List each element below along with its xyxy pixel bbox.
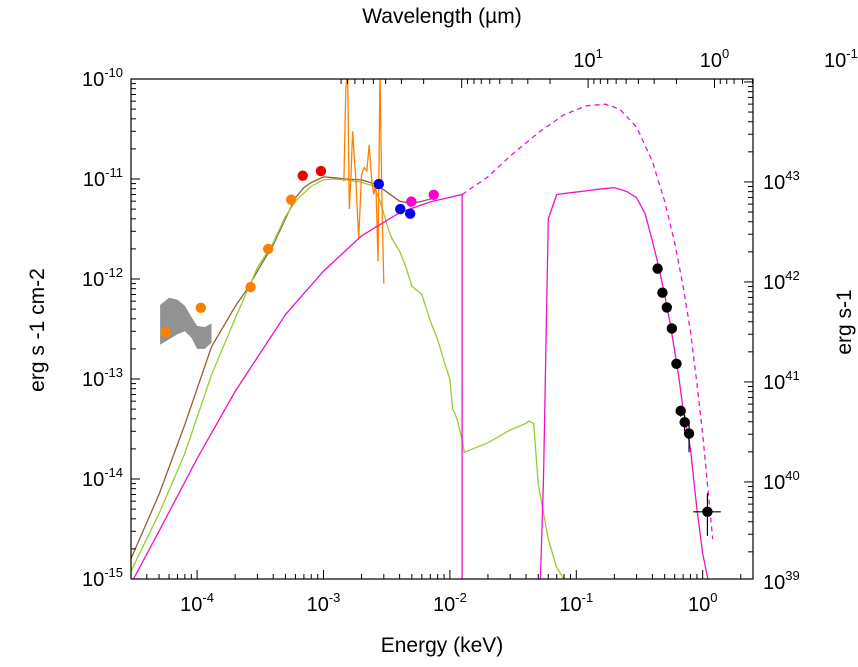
x-tick-label: 10-3 — [307, 590, 341, 616]
y2-tick-label-exponent: 39 — [785, 568, 799, 583]
data-point — [406, 196, 417, 207]
y2-tick-label: 1042 — [763, 268, 800, 294]
x-tick-label-exponent: 0 — [710, 590, 717, 605]
x2-tick-label: 101 — [573, 46, 602, 72]
y2-tick-label-base: 10 — [763, 372, 785, 394]
data-point — [661, 302, 673, 313]
y-tick-label-exponent: -11 — [105, 165, 123, 180]
y2-tick-label: 1043 — [763, 168, 800, 194]
y2-tick-label: 1039 — [763, 568, 800, 594]
y2-tick-label: 1041 — [763, 368, 800, 394]
y-tick-label-base: 10 — [82, 69, 104, 91]
axis-ticks — [130, 78, 754, 580]
y-tick-label-base: 10 — [82, 469, 104, 491]
x-tick-label: 100 — [688, 590, 717, 616]
y2-tick-label-base: 10 — [763, 172, 785, 194]
data-point — [683, 428, 695, 439]
x-tick-label-base: 10 — [688, 594, 710, 616]
data-point — [679, 416, 690, 428]
x2-tick-label-base: 10 — [700, 50, 722, 72]
y-tick-label-base: 10 — [83, 169, 105, 191]
y2-tick-label: 1040 — [763, 468, 800, 494]
y-tick-label: 10-11 — [83, 165, 123, 191]
data-point — [245, 281, 256, 293]
spectrum-line — [131, 176, 438, 559]
data-point — [671, 358, 682, 369]
data-point — [702, 506, 713, 517]
data-point — [195, 302, 207, 314]
x-tick-label-exponent: -2 — [455, 590, 467, 605]
y2-axis-title: erg s-1 — [833, 289, 856, 354]
data-point — [652, 263, 663, 274]
x-tick-label: 10-1 — [559, 590, 593, 616]
x-tick-label-base: 10 — [307, 594, 329, 616]
y2-tick-label-exponent: 43 — [785, 168, 799, 183]
data-point — [395, 203, 406, 215]
model-curve-dashed — [461, 103, 714, 540]
y2-tick-label-base: 10 — [763, 572, 785, 594]
y-tick-label-exponent: -10 — [104, 65, 123, 80]
plot-area — [131, 79, 721, 579]
plot-frame — [130, 78, 754, 580]
y-axis-title: erg s -1 cm-2 — [26, 268, 49, 392]
data-point — [666, 323, 678, 334]
y-tick-label-exponent: -15 — [104, 565, 123, 580]
y2-tick-label-exponent: 42 — [785, 268, 799, 283]
y2-tick-label-exponent: 41 — [785, 368, 799, 383]
x-tick-label-exponent: -3 — [329, 590, 341, 605]
y-tick-label-exponent: -13 — [104, 365, 123, 380]
y-tick-label-base: 10 — [82, 269, 104, 291]
y-tick-label: 10-10 — [82, 65, 123, 91]
x-tick-label: 10-2 — [433, 590, 467, 616]
spectrum-line — [131, 178, 565, 579]
x-tick-label-base: 10 — [433, 594, 455, 616]
tick-labels: 10-410-310-210-110010110010-110-210-310-… — [82, 46, 858, 616]
data-point — [657, 287, 668, 298]
data-point — [285, 194, 297, 205]
y2-tick-label-base: 10 — [763, 272, 785, 294]
y-tick-label-base: 10 — [82, 369, 104, 391]
x-tick-label: 10-4 — [180, 590, 214, 616]
y2-tick-label-base: 10 — [763, 472, 785, 494]
y-tick-label: 10-14 — [82, 465, 123, 491]
x2-tick-label-exponent: 1 — [596, 46, 603, 61]
data-point — [297, 170, 308, 181]
data-point — [160, 326, 171, 338]
x2-axis-title: Wavelength (µm) — [362, 5, 522, 28]
y-tick-label-exponent: -12 — [104, 265, 123, 280]
data-point — [675, 405, 686, 417]
y-tick-label-base: 10 — [82, 569, 104, 591]
x-tick-label-base: 10 — [559, 594, 581, 616]
data-point — [262, 243, 274, 255]
data-point — [428, 189, 439, 201]
x-tick-label-exponent: -4 — [202, 590, 214, 605]
y-tick-label: 10-13 — [82, 365, 123, 391]
x-tick-label-base: 10 — [180, 594, 202, 616]
y2-tick-label-exponent: 40 — [785, 468, 799, 483]
x2-tick-label-base: 10 — [824, 50, 846, 72]
data-point — [315, 165, 327, 177]
x2-tick-label: 100 — [700, 46, 729, 72]
data-point — [373, 178, 385, 190]
uncertainty-band — [160, 297, 212, 349]
x2-tick-label-base: 10 — [573, 50, 595, 72]
data-point — [404, 208, 416, 219]
x2-tick-label-exponent: 0 — [722, 46, 729, 61]
y-tick-label-exponent: -14 — [104, 465, 123, 480]
x2-tick-label-exponent: -1 — [846, 46, 858, 61]
x-tick-label-exponent: -1 — [582, 590, 594, 605]
y-tick-label: 10-12 — [82, 265, 123, 291]
spectrum-line — [132, 193, 463, 579]
spectrum-line — [343, 79, 385, 284]
x-axis-title: Energy (keV) — [381, 634, 504, 657]
x2-tick-label: 10-1 — [824, 46, 858, 72]
y-tick-label: 10-15 — [82, 565, 123, 591]
spectrum-line — [539, 186, 709, 579]
